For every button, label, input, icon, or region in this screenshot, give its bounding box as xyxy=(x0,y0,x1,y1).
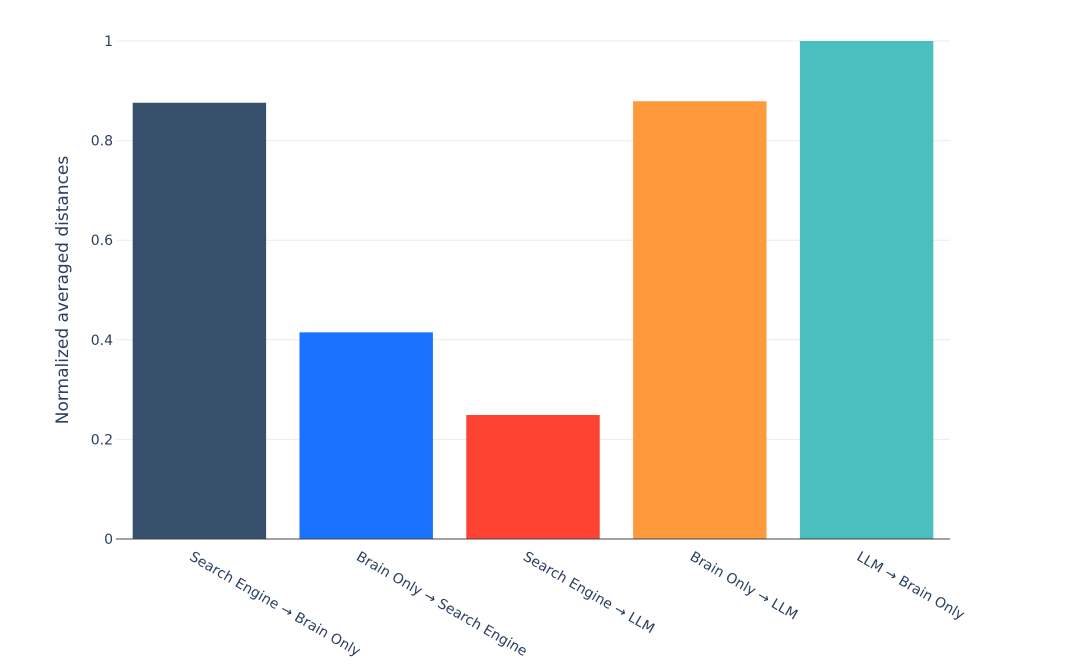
y-tick-label: 0.2 xyxy=(91,432,113,448)
x-tick-label: Search Engine → LLM xyxy=(520,549,657,637)
bar xyxy=(799,41,934,539)
x-tick-label: LLM → Brain Only xyxy=(854,549,967,624)
y-tick-label: 0.8 xyxy=(91,134,113,150)
x-tick-label: Brain Only → Search Engine xyxy=(353,549,529,660)
y-tick-label: 1 xyxy=(104,34,113,50)
y-tick-label: 0 xyxy=(104,532,113,548)
bar xyxy=(132,102,267,539)
bar xyxy=(466,414,600,539)
bar xyxy=(633,101,767,540)
y-axis-title: Normalized averaged distances xyxy=(53,156,73,425)
y-tick-label: 0.6 xyxy=(91,233,113,249)
y-tick-labels: 0 0.2 0.4 0.6 0.8 1 xyxy=(91,34,113,548)
bar xyxy=(299,332,433,539)
x-tick-label: Search Engine → Brain Only xyxy=(187,549,363,660)
y-tick-label: 0.4 xyxy=(91,333,113,349)
bars xyxy=(132,41,934,540)
x-tick-label: Brain Only → LLM xyxy=(687,549,800,624)
